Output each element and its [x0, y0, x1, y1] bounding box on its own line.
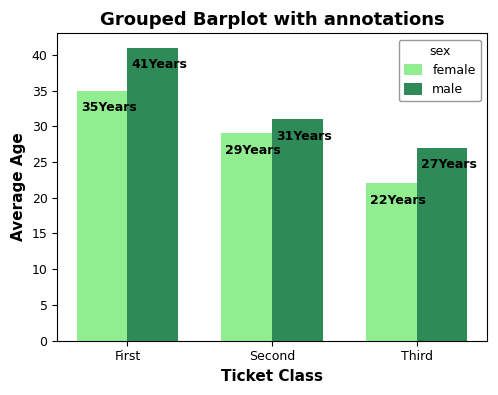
Title: Grouped Barplot with annotations: Grouped Barplot with annotations: [100, 11, 444, 29]
Text: 22Years: 22Years: [370, 194, 426, 207]
Bar: [417, 148, 467, 340]
Bar: [127, 48, 178, 340]
Bar: [222, 134, 272, 340]
X-axis label: Ticket Class: Ticket Class: [221, 369, 323, 384]
Bar: [272, 119, 323, 340]
Text: 41Years: 41Years: [131, 58, 187, 71]
Bar: [366, 183, 417, 340]
Bar: [77, 90, 127, 340]
Y-axis label: Average Age: Average Age: [11, 133, 26, 241]
Text: 31Years: 31Years: [276, 130, 332, 143]
Legend: female, male: female, male: [398, 40, 481, 101]
Text: 29Years: 29Years: [226, 144, 281, 157]
Text: 35Years: 35Years: [81, 101, 136, 114]
Text: 27Years: 27Years: [421, 158, 477, 171]
